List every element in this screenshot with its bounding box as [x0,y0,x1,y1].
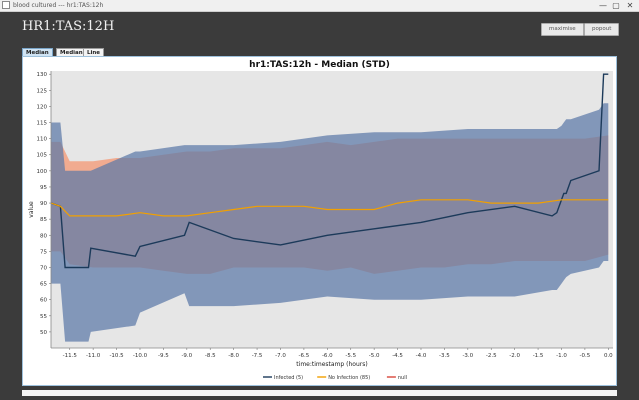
x-tick-label: -7.5 [252,353,263,359]
x-tick-label: -5.5 [345,353,356,359]
x-tick-label: 0.0 [604,353,613,359]
median-std-chart: 50 55 60 65 70 75 80 85 90 95 100 105 110 115 120 125 13… [28,71,613,381]
no-infection-median-line [50,199,609,217]
y-tick-label: 95 [40,185,47,191]
infected-median-line [50,73,609,269]
y-tick-label: 120 [37,104,48,110]
legend-label: Infected (5) [274,375,303,381]
y-tick-label: 125 [37,88,48,94]
y-tick-label: 130 [37,72,48,78]
legend-label: No Infection (85) [328,375,370,381]
x-tick-label: -3.0 [462,353,473,359]
infected-std-band [51,103,609,342]
y-axis-label: value [28,201,35,218]
y-tick-label: 105 [37,153,48,159]
x-tick-label: -11.0 [86,353,101,359]
x-tick-label: -10.5 [109,353,124,359]
tab-line[interactable]: Line [83,48,105,57]
x-tick-label: -8.0 [228,353,239,359]
y-tick-label: 70 [40,265,47,271]
window-titlebar: blood cultured --- hr1:TAS:12h — ▢ ✕ [0,0,639,12]
minimize-icon[interactable]: — [599,1,607,10]
y-tick-label: 60 [40,298,47,304]
y-tick-label: 85 [40,217,47,223]
window-title: blood cultured --- hr1:TAS:12h [13,2,104,9]
x-tick-label: -11.5 [63,353,78,359]
app-icon [2,1,10,9]
y-tick-label: 80 [40,233,47,239]
y-tick-label: 75 [40,249,47,255]
x-tick-label: -5.0 [369,353,380,359]
y-tick-label: 110 [37,137,48,143]
x-tick-label: -8.5 [205,353,216,359]
x-tick-label: -6.5 [299,353,310,359]
x-axis-label: time:timestamp (hours) [296,361,367,368]
legend-label: null [398,375,407,381]
y-tick-label: 90 [40,201,47,207]
x-tick-label: -3.5 [439,353,450,359]
y-tick-label: 55 [40,314,47,320]
popout-button[interactable]: popout [584,23,620,36]
page-title: HR1:TAS:12H [22,19,115,34]
x-tick-label: -10.0 [133,353,148,359]
x-tick-label: -4.5 [392,353,403,359]
y-tick-label: 100 [37,169,48,175]
x-tick-label: -9.5 [158,353,169,359]
x-tick-label: -4.0 [416,353,427,359]
close-icon[interactable]: ✕ [626,1,634,10]
y-tick-label: 65 [40,282,47,288]
chart-panel: hr1:TAS:12h - Median (STD) 50 55 60 65 70 75 8… [22,56,617,386]
x-tick-label: -9.0 [181,353,192,359]
chart-title: hr1:TAS:12h - Median (STD) [249,60,390,70]
x-tick-label: -1.0 [556,353,567,359]
x-tick-label: -1.5 [533,353,544,359]
x-tick-label: -2.0 [509,353,520,359]
maximize-icon[interactable]: ▢ [612,1,620,10]
x-tick-label: -2.5 [486,353,497,359]
x-tick-label: -0.5 [580,353,591,359]
bottom-strip [22,390,617,396]
x-tick-label: -6.0 [322,353,333,359]
x-tick-label: -7.0 [275,353,286,359]
y-tick-label: 50 [40,330,47,336]
y-tick-label: 115 [37,121,48,127]
maximise-button[interactable]: maximise [541,23,584,36]
